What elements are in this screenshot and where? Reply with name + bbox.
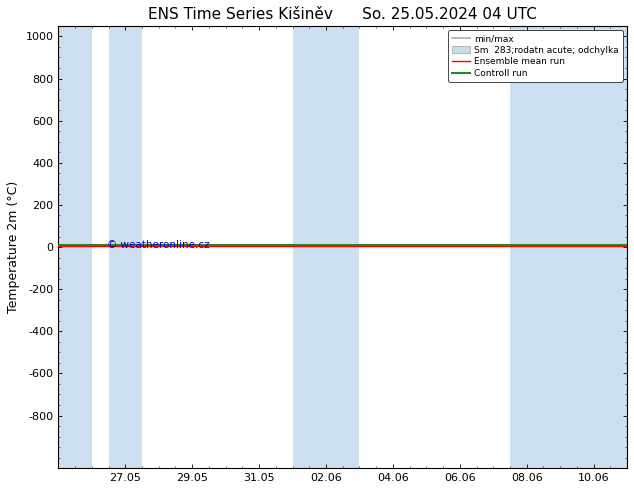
Text: © weatheronline.cz: © weatheronline.cz bbox=[107, 240, 209, 250]
Title: ENS Time Series Kišiněv      So. 25.05.2024 04 UTC: ENS Time Series Kišiněv So. 25.05.2024 0… bbox=[148, 7, 537, 22]
Y-axis label: Temperature 2m (°C): Temperature 2m (°C) bbox=[7, 181, 20, 313]
Bar bbox=[292, 26, 359, 468]
Bar bbox=[510, 26, 627, 468]
Bar bbox=[58, 26, 92, 468]
Bar bbox=[108, 26, 142, 468]
Legend: min/max, Sm  283;rodatn acute; odchylka, Ensemble mean run, Controll run: min/max, Sm 283;rodatn acute; odchylka, … bbox=[448, 30, 623, 82]
